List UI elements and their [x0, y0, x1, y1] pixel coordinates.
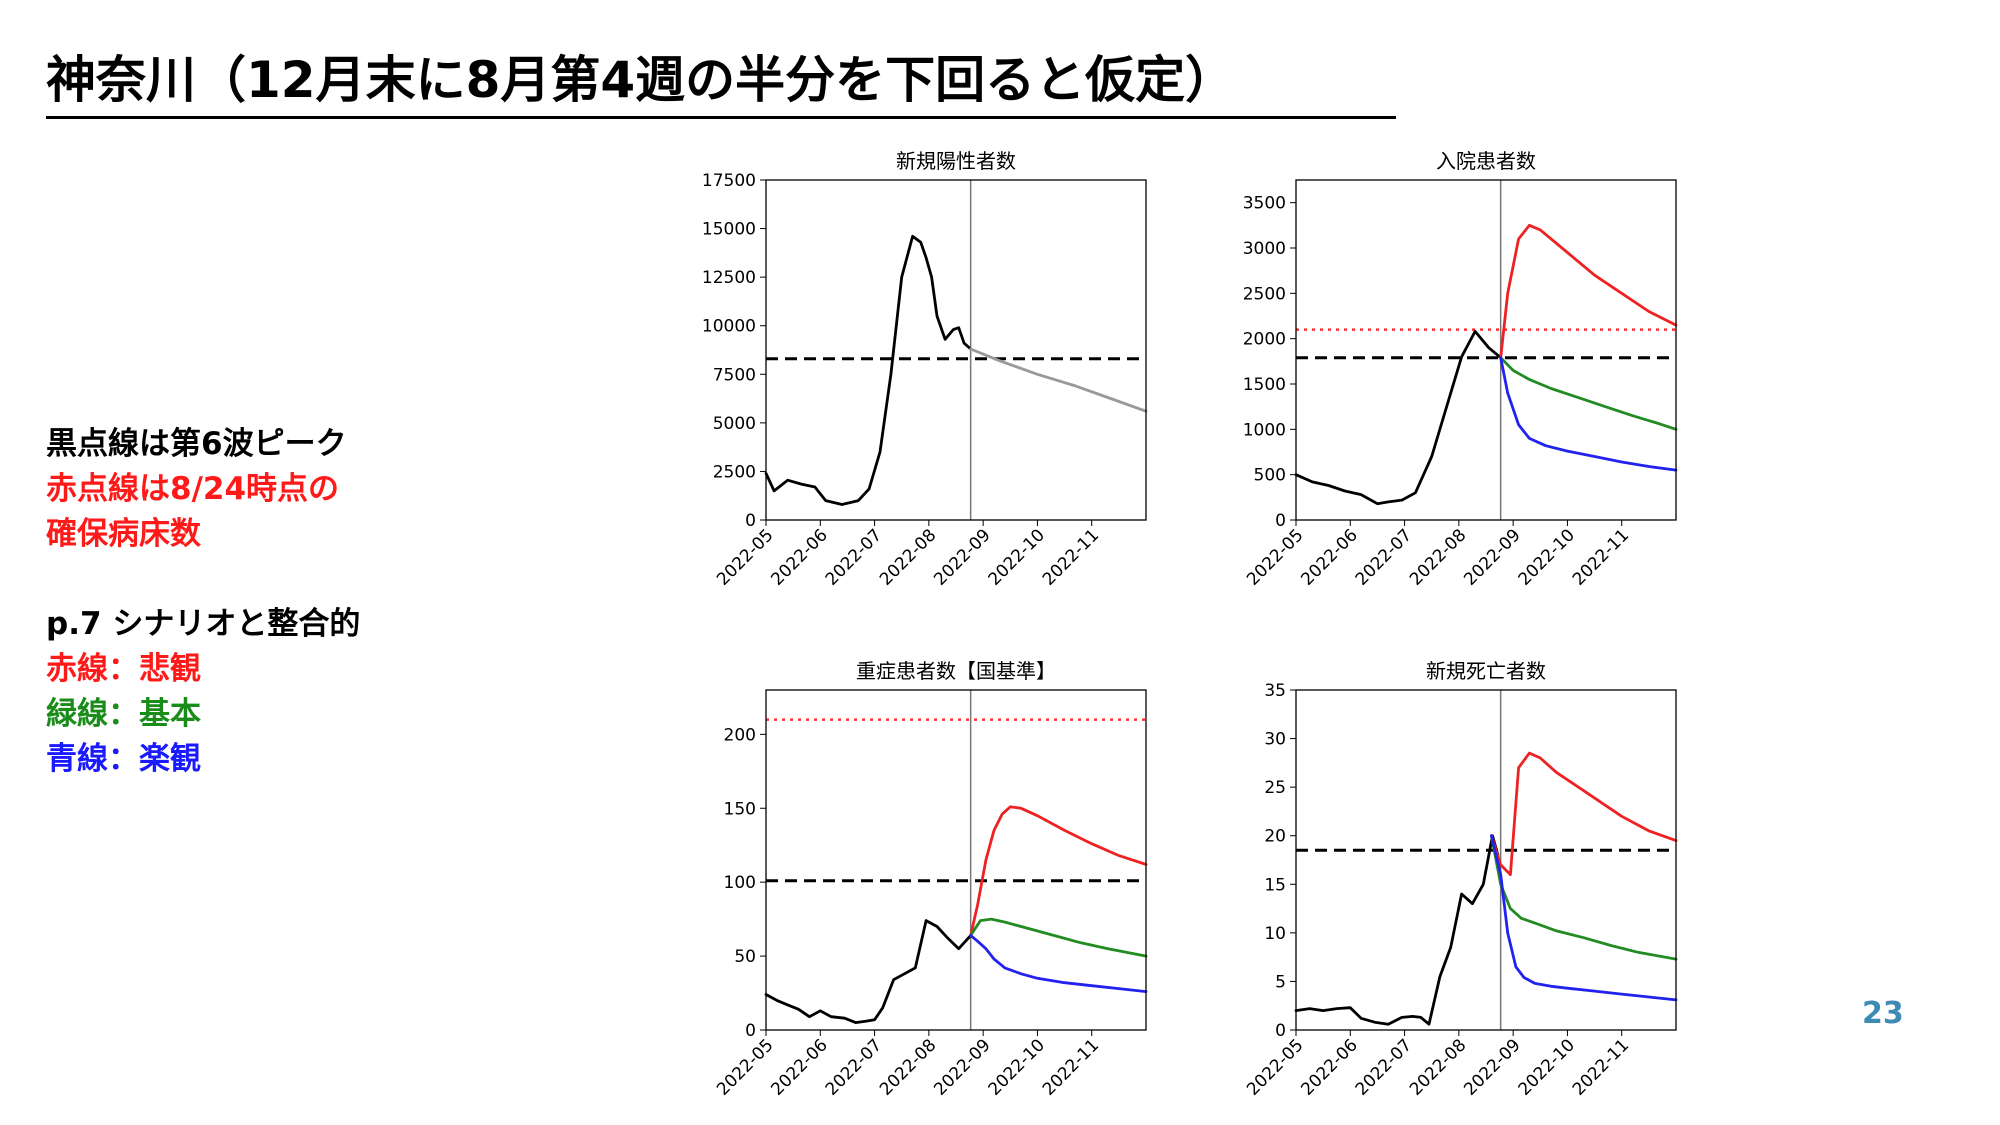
y-tick-label: 5 [1275, 972, 1286, 992]
x-tick-label: 2022-11 [1039, 525, 1103, 589]
note-blue-line: 青線：楽観 [46, 741, 201, 777]
y-tick-label: 10 [1264, 924, 1286, 944]
series-actual [764, 919, 973, 1024]
y-tick-label: 2500 [713, 462, 756, 482]
x-tick-label: 2022-10 [1515, 525, 1579, 589]
x-tick-label: 2022-07 [822, 1035, 886, 1099]
chart-title: 重症患者数【国基準】 [856, 659, 1056, 683]
y-tick-label: 0 [745, 511, 756, 531]
series-actual [1294, 834, 1500, 1026]
y-tick-label: 0 [745, 1021, 756, 1041]
y-tick-label: 5000 [713, 414, 756, 434]
y-tick-label: 25 [1264, 778, 1286, 798]
x-tick-label: 2022-09 [1460, 1035, 1524, 1099]
chart-1: 入院患者数 0 500 1000 1500 2000 2500 3000 3500 2022-05… [1243, 149, 1678, 590]
page-title: 神奈川（12月末に8月第4週の半分を下回ると仮定） [46, 40, 1396, 119]
x-tick-label: 2022-11 [1039, 1035, 1103, 1099]
chart-title: 新規陽性者数 [896, 149, 1016, 173]
x-tick-label: 2022-08 [876, 525, 940, 589]
y-tick-label: 35 [1264, 681, 1286, 701]
y-tick-label: 17500 [702, 171, 756, 191]
series-pessimistic [1499, 223, 1678, 360]
y-tick-label: 2000 [1243, 330, 1286, 350]
series-optimistic [969, 934, 1148, 993]
y-tick-label: 15 [1264, 875, 1286, 895]
plot-frame [765, 689, 1147, 1031]
chart-0: 新規陽性者数 0 2500 5000 7500 10000 12500 15000 17500 2… [702, 149, 1148, 590]
series-optimistic [1499, 356, 1678, 472]
plot-frame [1295, 179, 1677, 521]
plot-frame [1295, 689, 1677, 1031]
y-tick-label: 3500 [1243, 194, 1286, 214]
chart-title: 入院患者数 [1436, 149, 1536, 173]
x-tick-label: 2022-09 [930, 1035, 994, 1099]
y-tick-label: 150 [724, 799, 756, 819]
y-tick-label: 0 [1275, 511, 1286, 531]
y-tick-label: 3000 [1243, 239, 1286, 259]
y-tick-label: 12500 [702, 268, 756, 288]
series-pessimistic [969, 805, 1148, 937]
x-tick-label: 2022-06 [767, 525, 831, 589]
x-tick-label: 2022-05 [713, 525, 777, 589]
note-black-dashed: 黒点線は第6波ピーク [46, 426, 347, 462]
x-tick-label: 2022-06 [1297, 1035, 1361, 1099]
x-tick-label: 2022-05 [1243, 525, 1307, 589]
x-tick-label: 2022-09 [1460, 525, 1524, 589]
y-tick-label: 100 [724, 873, 756, 893]
chart-2: 重症患者数【国基準】0501001502002022-052022-062022… [713, 659, 1148, 1100]
series-actual [764, 234, 973, 506]
x-tick-label: 2022-09 [930, 525, 994, 589]
y-tick-label: 30 [1264, 730, 1286, 750]
y-tick-label: 0 [1275, 1021, 1286, 1041]
note-red-dotted: 赤点線は8/24時点の [46, 471, 340, 507]
x-tick-label: 2022-07 [822, 525, 886, 589]
y-tick-label: 20 [1264, 827, 1286, 847]
x-tick-label: 2022-07 [1352, 1035, 1416, 1099]
note-scenario: p.7 シナリオと整合的 [46, 606, 361, 642]
series-optimistic [1490, 834, 1678, 1002]
note-green-line: 緑線：基本 [46, 696, 201, 732]
x-tick-label: 2022-08 [876, 1035, 940, 1099]
series-base [1499, 356, 1678, 431]
x-tick-label: 2022-05 [1243, 1035, 1307, 1099]
x-tick-label: 2022-07 [1352, 525, 1416, 589]
series-base [969, 917, 1148, 958]
chart-title: 新規死亡者数 [1426, 659, 1546, 683]
y-tick-label: 2500 [1243, 284, 1286, 304]
note-red-dotted-cont: 確保病床数 [46, 516, 201, 552]
x-tick-label: 2022-10 [1515, 1035, 1579, 1099]
y-tick-label: 500 [1254, 466, 1286, 486]
y-tick-label: 15000 [702, 220, 756, 240]
series-base [1490, 834, 1678, 961]
x-tick-label: 2022-06 [767, 1035, 831, 1099]
x-tick-label: 2022-05 [713, 1035, 777, 1099]
x-tick-label: 2022-10 [985, 525, 1049, 589]
series-forecast [969, 347, 1148, 413]
legend-notes: 黒点線は第6波ピーク 赤点線は8/24時点の 確保病床数 p.7 シナリオと整合… [46, 422, 360, 782]
y-tick-label: 1500 [1243, 375, 1286, 395]
series-actual [1294, 329, 1503, 506]
y-tick-label: 7500 [713, 365, 756, 385]
x-tick-label: 2022-11 [1569, 1035, 1633, 1099]
page-number: 23 [1862, 996, 1904, 1031]
chart-3: 新規死亡者数051015202530352022-052022-062022-0… [1243, 659, 1678, 1100]
x-tick-label: 2022-10 [985, 1035, 1049, 1099]
plot-frame [765, 179, 1147, 521]
x-tick-label: 2022-08 [1406, 1035, 1470, 1099]
y-tick-label: 10000 [702, 317, 756, 337]
y-tick-label: 50 [734, 947, 756, 967]
x-tick-label: 2022-06 [1297, 525, 1361, 589]
x-tick-label: 2022-11 [1569, 525, 1633, 589]
note-red-line: 赤線：悲観 [46, 651, 201, 687]
series-pessimistic [1490, 751, 1678, 876]
y-tick-label: 200 [724, 725, 756, 745]
y-tick-label: 1000 [1243, 420, 1286, 440]
x-tick-label: 2022-08 [1406, 525, 1470, 589]
